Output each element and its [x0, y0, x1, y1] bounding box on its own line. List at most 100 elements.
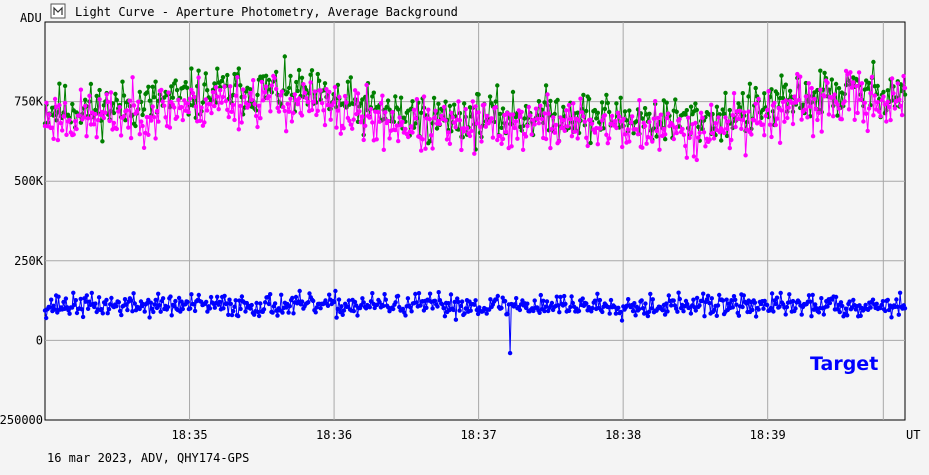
data-point	[485, 113, 490, 119]
data-point	[295, 102, 300, 107]
data-point	[484, 311, 489, 316]
data-point	[58, 120, 63, 126]
data-point	[868, 91, 873, 96]
data-point	[246, 102, 252, 108]
data-point	[263, 84, 269, 89]
data-point	[332, 84, 338, 90]
data-point	[688, 130, 694, 135]
data-point	[301, 82, 306, 87]
data-point	[553, 122, 559, 128]
data-point	[243, 309, 248, 314]
data-point	[721, 111, 727, 117]
data-point	[863, 302, 868, 308]
data-point	[602, 106, 608, 112]
data-point	[398, 95, 404, 100]
data-point	[116, 109, 121, 114]
data-point	[855, 110, 860, 116]
data-point	[182, 98, 187, 103]
data-point	[85, 306, 91, 311]
data-point	[458, 303, 464, 309]
data-point	[507, 350, 513, 356]
data-point	[286, 85, 292, 91]
data-point	[325, 102, 330, 108]
data-point	[209, 110, 214, 116]
data-point	[648, 291, 653, 297]
data-point	[119, 312, 124, 318]
data-point	[528, 113, 533, 118]
data-point	[351, 308, 356, 314]
data-point	[634, 119, 639, 124]
data-point	[384, 104, 389, 110]
data-point	[495, 293, 500, 299]
data-point	[350, 126, 355, 131]
data-point	[749, 132, 754, 137]
data-point	[604, 92, 609, 98]
data-point	[614, 101, 619, 106]
data-point	[97, 87, 102, 93]
data-point	[640, 116, 645, 121]
data-point	[419, 148, 424, 153]
data-point	[252, 101, 257, 107]
data-point	[275, 105, 280, 111]
data-point	[740, 304, 745, 310]
data-point	[825, 80, 830, 86]
data-point	[67, 311, 72, 316]
data-point	[352, 299, 358, 305]
data-point	[94, 93, 99, 99]
data-point	[881, 89, 886, 95]
data-point	[726, 119, 731, 124]
data-point	[646, 309, 652, 314]
light-curve-app-icon[interactable]	[50, 3, 66, 19]
data-point	[153, 297, 158, 303]
data-point	[160, 296, 166, 301]
data-point	[196, 292, 201, 298]
data-point	[581, 92, 586, 98]
data-point	[111, 120, 117, 126]
data-point	[727, 107, 732, 113]
data-point	[531, 308, 536, 314]
data-point	[522, 116, 527, 121]
data-point	[423, 146, 428, 151]
data-point	[268, 292, 273, 297]
data-point	[778, 290, 783, 296]
data-point	[810, 134, 816, 139]
data-point	[203, 97, 208, 102]
data-point	[291, 110, 296, 116]
data-point	[525, 123, 530, 129]
data-point	[783, 312, 788, 317]
data-point	[427, 139, 432, 144]
data-point	[899, 112, 905, 118]
data-point	[696, 135, 701, 140]
x-tick-label: 18:37	[461, 428, 497, 442]
data-point	[866, 106, 872, 111]
data-point	[716, 115, 721, 120]
data-point	[821, 312, 826, 317]
data-point	[408, 305, 413, 310]
data-point	[189, 292, 194, 297]
data-point	[396, 107, 401, 112]
data-point	[650, 297, 655, 302]
data-point	[812, 96, 817, 102]
data-point	[595, 110, 600, 116]
data-point	[599, 100, 605, 105]
data-point	[790, 121, 796, 127]
data-point	[73, 298, 79, 303]
data-point	[463, 107, 468, 112]
data-point	[619, 318, 625, 323]
data-point	[137, 89, 142, 95]
data-point	[586, 96, 592, 102]
data-point	[101, 115, 107, 121]
data-point	[552, 130, 557, 135]
data-point	[348, 122, 353, 127]
data-point	[562, 128, 567, 133]
data-point	[663, 137, 668, 142]
data-point	[782, 119, 787, 124]
data-point	[767, 122, 773, 127]
data-point	[694, 157, 699, 163]
data-point	[221, 306, 226, 311]
data-point	[542, 100, 547, 105]
data-point	[684, 155, 689, 160]
data-point	[433, 108, 438, 114]
data-point	[187, 96, 193, 101]
data-point	[681, 309, 686, 314]
